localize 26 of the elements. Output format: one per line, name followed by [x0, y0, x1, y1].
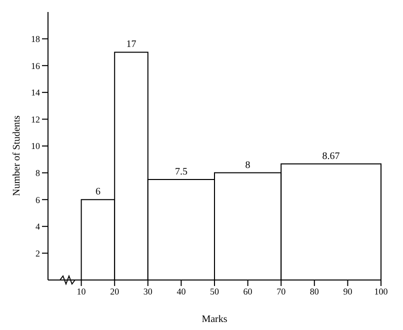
y-tick-label: 8 — [36, 168, 40, 178]
x-tick-label: 60 — [243, 286, 253, 296]
y-tick-label: 2 — [36, 248, 40, 258]
data-label: 7.5 — [174, 166, 188, 178]
data-label: 6 — [95, 186, 100, 198]
x-tick-label: 10 — [76, 286, 86, 296]
y-tick-label: 6 — [36, 194, 40, 205]
y-tick-label: 18 — [31, 34, 40, 44]
y-axis-title: Number of Students — [12, 115, 23, 196]
y-tick-label: 14 — [31, 88, 40, 98]
y-tick-label: 4 — [36, 222, 40, 232]
x-tick-label: 100 — [374, 286, 388, 296]
data-label: 8 — [245, 160, 250, 171]
y-tick-label: 16 — [31, 60, 40, 71]
y-tick-label: 12 — [31, 114, 40, 124]
data-label: 17 — [126, 39, 136, 50]
x-tick-label: 50 — [210, 286, 220, 296]
x-tick-label: 20 — [110, 286, 120, 296]
x-axis-title: Marks — [202, 314, 228, 325]
x-tick-label: 90 — [343, 286, 353, 296]
data-label: 8.67 — [322, 150, 340, 162]
x-tick-label: 70 — [276, 286, 286, 296]
y-tick-label: 10 — [31, 141, 40, 152]
x-tick-label: 80 — [310, 286, 320, 296]
x-tick-label: 40 — [176, 286, 186, 296]
x-tick-label: 30 — [143, 286, 153, 296]
